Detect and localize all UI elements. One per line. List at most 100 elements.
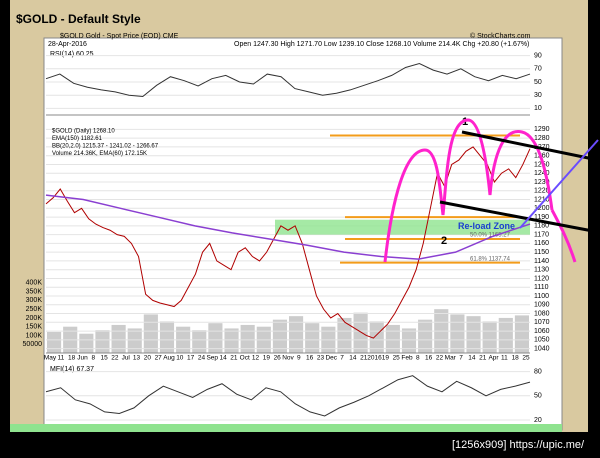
y-tick-label: 350K	[26, 288, 43, 295]
volume-bar	[498, 317, 513, 353]
x-tick-label: 23	[317, 355, 325, 362]
volume-bar	[401, 328, 417, 353]
y-tick-label: 1060	[534, 328, 550, 335]
line	[45, 146, 531, 339]
x-tick-label: 8	[416, 355, 420, 362]
line	[45, 62, 531, 98]
x-tick-label: 22	[436, 355, 444, 362]
y-tick-label: 1240	[534, 170, 550, 177]
x-tick-label: 17	[187, 355, 195, 362]
symbol-line: $GOLD Gold - Spot Price (EOD) CME	[60, 33, 179, 40]
y-tick-label: 1200	[534, 205, 550, 212]
source: © StockCharts.com	[470, 32, 531, 40]
y-tick-label: 1210	[534, 196, 550, 203]
y-tick-label: 50000	[23, 341, 43, 348]
x-tick-label: 21	[230, 355, 238, 362]
x-tick-label: Mar	[445, 355, 457, 362]
x-tick-label: Apr	[488, 355, 499, 362]
x-tick-label: Feb	[401, 355, 413, 362]
x-tick-label: Jun	[77, 355, 88, 362]
y-tick-label: 50	[534, 79, 542, 86]
annotations	[10, 118, 599, 432]
x-tick-label: 19	[263, 355, 271, 362]
y-tick-label: 1290	[534, 126, 550, 133]
chart-title: $GOLD - Default Style	[16, 12, 141, 26]
y-tick-label: 250K	[26, 306, 43, 313]
volume-bar	[272, 319, 287, 353]
mfi-label: MFI(14) 67.37	[50, 366, 94, 373]
volume-bar	[111, 324, 126, 353]
x-tick-label: 27	[155, 355, 163, 362]
volume-bar	[289, 316, 304, 353]
legend-entry: BB(20,2.0) 1215.37 - 1241.02 - 1266.67	[52, 144, 159, 150]
volume-bar	[482, 321, 497, 353]
zone-label: Re-load Zone	[458, 221, 515, 231]
y-tick-label: 1180	[534, 223, 549, 230]
y-tick-label: 300K	[26, 297, 43, 304]
y-tick-label: 1100	[534, 293, 549, 300]
y-tick-label: 1190	[534, 214, 549, 221]
x-tick-label: Dec	[325, 355, 337, 362]
volume-bar	[466, 316, 481, 353]
x-tick-label: 18	[512, 355, 520, 362]
x-tick-label: 11	[57, 355, 64, 362]
y-tick-label: 90	[534, 52, 542, 59]
x-tick-label: 24	[198, 355, 206, 362]
x-tick-label: 12	[252, 355, 260, 362]
x-tick-label: 10	[176, 355, 184, 362]
volume-bar	[95, 330, 110, 353]
volume-bar	[514, 315, 529, 353]
x-tick-label: 21	[360, 355, 368, 362]
y-tick-label: 1080	[534, 310, 550, 317]
volume-bar	[127, 328, 142, 353]
x-tick-label: 18	[68, 355, 76, 362]
volume-bar	[224, 328, 239, 353]
x-tick-label: 25	[522, 355, 530, 362]
y-tick-label: 1220	[534, 188, 550, 195]
x-tick-label: 14	[468, 355, 476, 362]
y-tick-label: 20	[534, 417, 542, 424]
x-tick-label: 14	[219, 355, 227, 362]
x-tick-label: Jul	[122, 355, 131, 362]
volume-bar	[143, 314, 158, 353]
x-tick-label: May	[44, 355, 57, 362]
x-tick-label: 25	[393, 355, 401, 362]
x-tick-label: 19	[382, 355, 390, 362]
y-tick-label: 1110	[534, 284, 549, 291]
fib-label: 50.0% 1165.27	[470, 233, 511, 239]
x-tick-label: 22	[111, 355, 119, 362]
quote: Open 1247.30 High 1271.70 Low 1239.10 Cl…	[234, 41, 529, 48]
line	[45, 375, 531, 417]
volume-bar	[159, 321, 175, 353]
arc	[383, 118, 554, 263]
rsi-label: RSI(14) 60.25	[50, 51, 94, 58]
x-tick-label: 14	[349, 355, 357, 362]
x-tick-label: Sep	[206, 355, 218, 362]
y-tick-label: 1090	[534, 302, 550, 309]
trend-line	[519, 139, 599, 229]
y-tick-label: 1070	[534, 319, 550, 326]
volume-bar	[79, 333, 94, 353]
fib-label: 61.8% 1137.74	[470, 256, 511, 262]
y-tick-label: 70	[534, 66, 542, 73]
y-tick-label: 200K	[26, 315, 43, 322]
y-tick-label: 10	[534, 105, 542, 112]
y-tick-label: 150K	[26, 324, 43, 331]
y-tick-label: 1170	[534, 231, 549, 238]
volume-bar	[47, 331, 62, 353]
annotation: 2	[441, 235, 447, 247]
y-tick-label: 1140	[534, 258, 549, 265]
reload-zone	[275, 219, 530, 235]
legend-entry: $GOLD (Daily) 1268.10	[52, 129, 115, 135]
volume-bar	[369, 321, 384, 353]
y-tick-label: 100K	[26, 332, 43, 339]
line	[45, 194, 531, 260]
date: 28-Apr-2016	[48, 41, 87, 48]
y-tick-label: 1150	[534, 249, 549, 256]
y-tick-label: 1120	[534, 275, 549, 282]
x-tick-label: Oct	[240, 355, 250, 362]
y-tick-label: 1050	[534, 337, 550, 344]
x-tick-label: 26	[274, 355, 282, 362]
